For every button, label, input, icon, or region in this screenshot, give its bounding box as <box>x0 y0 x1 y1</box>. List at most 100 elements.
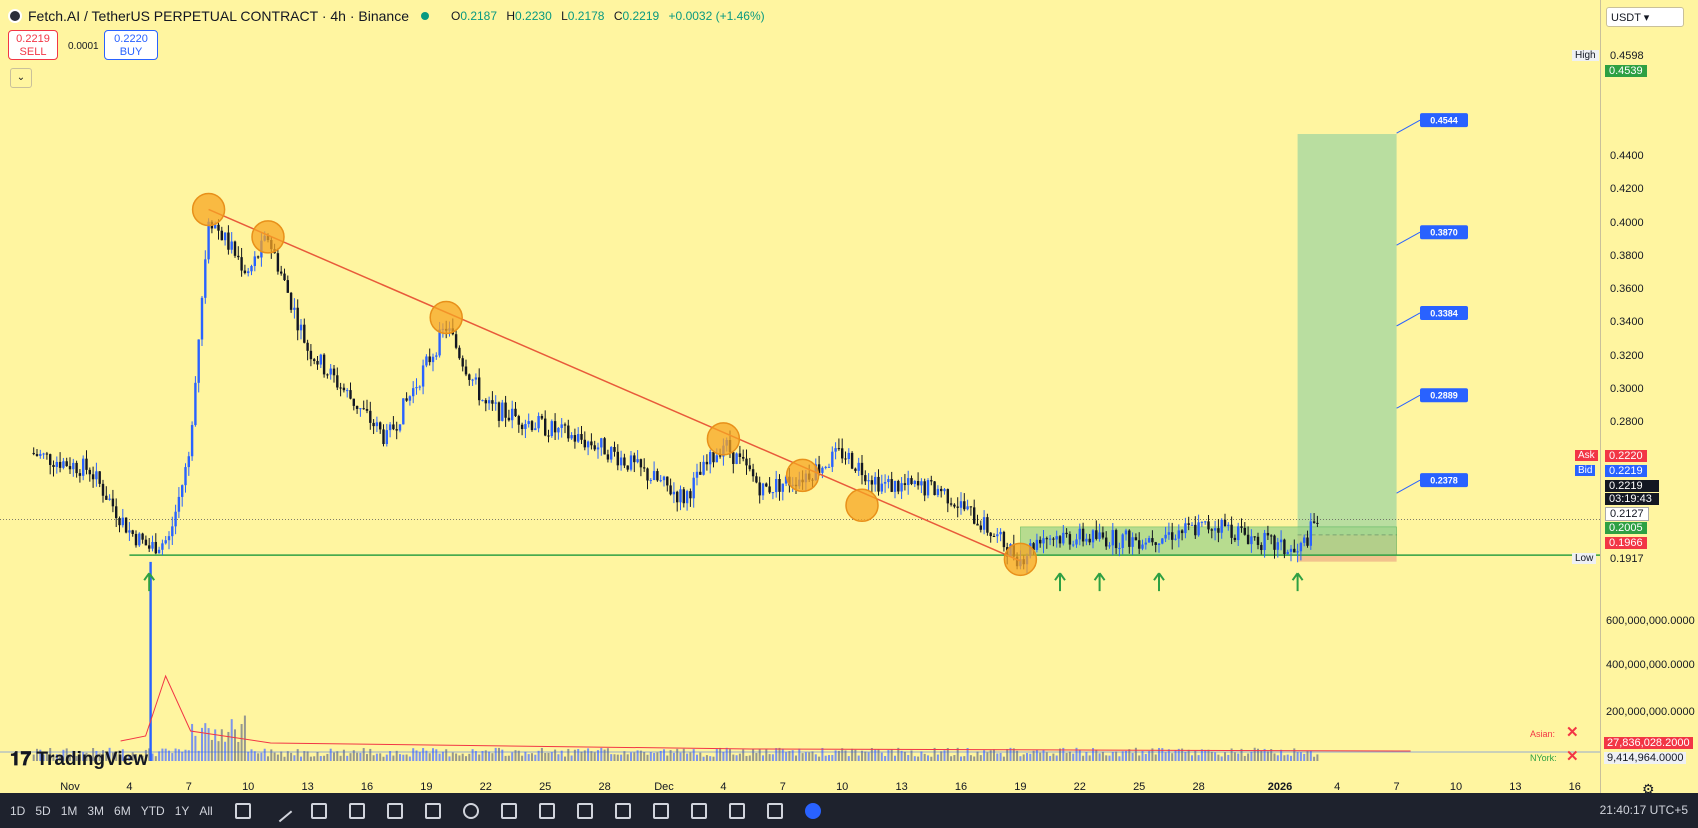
tradingview-logo[interactable]: 𝟏𝟕 TradingView <box>10 749 148 771</box>
tf-all[interactable]: All <box>199 803 213 818</box>
sell-button[interactable]: 0.2219 SELL <box>8 30 58 60</box>
candle-body <box>313 359 316 361</box>
volume-bar <box>1306 751 1309 761</box>
volume-bar <box>273 752 276 761</box>
session-nyork-close-icon[interactable]: ✕ <box>1566 748 1579 765</box>
volume-bar <box>1111 751 1114 761</box>
brush-tool-icon[interactable] <box>538 802 555 819</box>
symbol-title[interactable]: Fetch.AI / TetherUS PERPETUAL CONTRACT ·… <box>28 8 409 24</box>
volume-bar <box>263 748 266 761</box>
candle-body <box>999 531 1002 535</box>
volume-bar <box>75 755 78 761</box>
time-axis-label: 13 <box>895 781 908 793</box>
volume-bar <box>1276 755 1279 761</box>
position-tool-icon[interactable] <box>576 802 593 819</box>
calendar-icon[interactable] <box>234 802 251 819</box>
price-tick-label: 0.4400 <box>1610 150 1644 163</box>
tf-5d[interactable]: 5D <box>35 803 51 818</box>
time-axis-label: 10 <box>836 781 849 793</box>
text-tool-icon[interactable] <box>652 802 669 819</box>
candle-body <box>903 483 907 486</box>
volume-bar <box>679 752 682 761</box>
volume-bar <box>138 756 141 761</box>
volume-bar <box>135 754 137 761</box>
clock[interactable]: 21:40:17 UTC+5 <box>1599 803 1688 817</box>
volume-bar <box>880 752 883 761</box>
session-asian-close-icon[interactable]: ✕ <box>1566 724 1579 741</box>
candle-body <box>32 452 35 455</box>
candle-body <box>547 435 550 437</box>
tf-1m[interactable]: 1M <box>60 803 78 818</box>
candle-body <box>478 377 481 401</box>
candle-body <box>1204 521 1207 523</box>
volume-bar <box>745 755 748 761</box>
time-axis-label: 28 <box>1192 781 1205 793</box>
gann-icon[interactable] <box>424 802 441 819</box>
candle-body <box>1075 539 1078 545</box>
fib-retracement-icon[interactable] <box>386 802 403 819</box>
zoom-icon[interactable] <box>766 802 783 819</box>
high-value: 0.4598 <box>1610 50 1644 62</box>
candle-body <box>1065 532 1068 535</box>
candle-body <box>979 525 982 530</box>
volume-bar <box>940 751 943 761</box>
volume-bar <box>237 741 240 761</box>
candle-body <box>1078 528 1081 540</box>
tf-3m[interactable]: 3M <box>87 803 105 818</box>
entry-price-tag: 0.2127 <box>1605 507 1649 521</box>
candle-body <box>672 491 676 495</box>
volume-bar <box>864 751 867 761</box>
volume-bar <box>1121 751 1124 761</box>
volume-bar <box>837 750 840 761</box>
volume-bar <box>174 748 177 761</box>
candle-body <box>989 532 992 537</box>
candle-body <box>1111 530 1114 546</box>
volume-bar <box>1286 754 1289 761</box>
volume-bar <box>531 753 533 761</box>
volume-bar <box>735 755 738 761</box>
tradingview-wordmark: TradingView <box>36 749 148 770</box>
measure-icon[interactable] <box>728 802 745 819</box>
buy-button[interactable]: 0.2220 BUY <box>104 30 158 60</box>
volume-bar <box>1105 755 1108 761</box>
trendline-tool-icon[interactable] <box>269 799 293 822</box>
path-tool-icon[interactable] <box>690 802 707 819</box>
candle-body <box>1217 528 1220 533</box>
volume-bar <box>240 724 243 761</box>
time-axis-label: 28 <box>598 781 611 793</box>
candle-body <box>471 379 474 381</box>
collapse-legend-icon[interactable]: ⌄ <box>10 68 32 88</box>
volume-bar <box>1227 754 1230 761</box>
candle-body <box>250 266 253 272</box>
candle-body <box>332 368 336 376</box>
candle-body <box>418 386 421 388</box>
candle-body <box>362 408 365 410</box>
price-chart[interactable]: 0.4544 0.3870 0.3384 0.2889 0.2378 <box>0 0 1600 793</box>
tf-1d[interactable]: 1D <box>10 803 26 818</box>
tf-ytd[interactable]: YTD <box>140 803 165 818</box>
tf-6m[interactable]: 6M <box>114 803 131 818</box>
volume-bar <box>501 749 504 761</box>
volume-bar <box>593 752 596 761</box>
candle-body <box>949 503 953 505</box>
parallel-channel-icon[interactable] <box>310 802 327 819</box>
tf-1y[interactable]: 1Y <box>174 803 190 818</box>
candle-body <box>293 307 296 310</box>
pitchfork-icon[interactable] <box>348 802 365 819</box>
price-scale[interactable] <box>1600 0 1698 793</box>
rectangle-tool-icon[interactable] <box>500 802 517 819</box>
volume-bar <box>1266 751 1269 761</box>
currency-select[interactable]: USDT ▾ <box>1606 7 1684 27</box>
volume-bar <box>243 715 246 761</box>
candle-body <box>883 482 887 484</box>
circle-tool-icon[interactable] <box>462 802 479 819</box>
candle-body <box>352 398 355 406</box>
candle-body <box>692 477 695 499</box>
volume-bar <box>663 749 665 761</box>
volume-bar <box>613 754 616 761</box>
ruler-icon[interactable] <box>614 802 631 819</box>
alert-icon[interactable] <box>804 802 821 819</box>
target-leader <box>1396 479 1421 494</box>
volume-bar <box>59 754 62 761</box>
candle-body <box>1299 542 1303 552</box>
